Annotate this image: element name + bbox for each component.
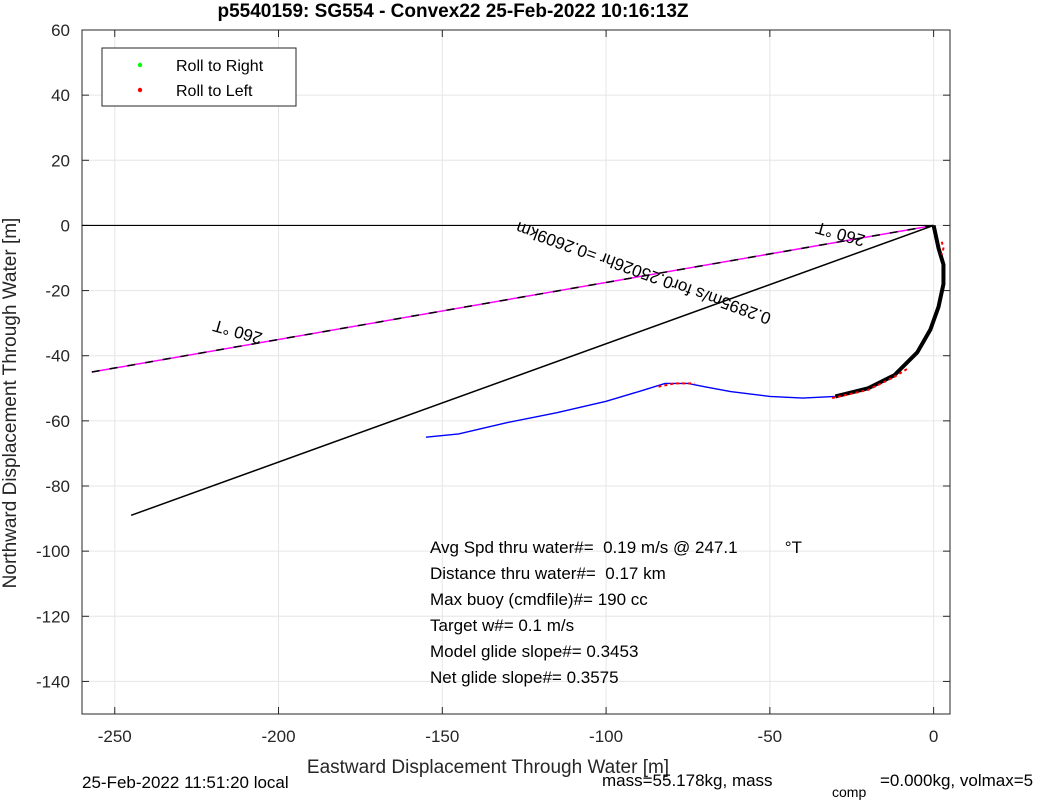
x-tick-label: -250 [98,727,132,746]
track-line [425,225,945,438]
y-tick-label: 0 [61,216,70,235]
y-tick-label: 60 [51,21,70,40]
y-tick-label: 40 [51,86,70,105]
legend: Roll to Right Roll to Left [101,47,297,107]
y-axis-label: Northward Displacement Through Water [m] [0,218,21,589]
stats-line: Target w#= 0.1 m/s [430,616,574,635]
chart-title: p5540159: SG554 - Convex22 25-Feb-2022 1… [217,1,688,22]
x-tick-label: -200 [262,727,296,746]
track-bold-segment [834,225,946,399]
y-tick-label: -100 [36,542,70,561]
legend-box [101,47,297,107]
stats-line: Distance thru water#= 0.17 km [430,564,666,583]
footer-mass: mass=55.178kg, mass [602,771,773,790]
x-tick-label: -100 [589,727,623,746]
x-axis-label: Eastward Displacement Through Water [m] [307,757,669,778]
series-group [82,224,946,517]
stats-line: Max buoy (cmdfile)#= 190 cc [430,590,648,609]
y-tick-label: -60 [45,412,70,431]
y-tick-label: -140 [36,672,70,691]
stats-line: Net glide slope#= 0.3575 [430,668,619,687]
footer-local-time: 25-Feb-2022 11:51:20 local [82,773,289,792]
footer-comp-subscript: comp [832,784,866,800]
stats-line: Avg Spd thru water#= 0.19 m/s @ 247.1 °T [430,538,802,557]
footer-volmax: =0.000kg, volmax=5 [880,771,1033,790]
y-tick-label: -80 [45,477,70,496]
x-tick-label: 0 [929,727,938,746]
stats-block: Avg Spd thru water#= 0.19 m/s @ 247.1 °T… [430,538,802,687]
axis-ticks: -250 -200 -150 -100 -50 0 60 40 20 0 -20 -40 -60 -80 -… [36,21,950,746]
x-tick-label: -150 [425,727,459,746]
plot-area-frame [81,29,951,715]
rotated-annotation: 0.2895m/s for0.25026hr =0.2609km [513,218,773,328]
y-tick-label: -40 [45,347,70,366]
legend-label-roll-left: Roll to Left [176,83,253,100]
legend-marker-roll-left [137,87,143,93]
rotated-annotation: 260 °T [211,316,265,348]
roll-left-marker [940,241,945,255]
legend-label-roll-right: Roll to Right [176,58,264,75]
x-tick-label: -50 [758,727,783,746]
grid-lines [82,29,950,714]
heading-line [91,224,934,373]
y-tick-label: -20 [45,282,70,301]
stats-line: Model glide slope#= 0.3453 [430,642,638,661]
legend-marker-roll-right [137,62,143,68]
y-tick-label: -120 [36,607,70,626]
roll-left-marker [831,367,908,400]
y-tick-label: 20 [51,151,70,170]
current-vector-line [130,224,934,517]
